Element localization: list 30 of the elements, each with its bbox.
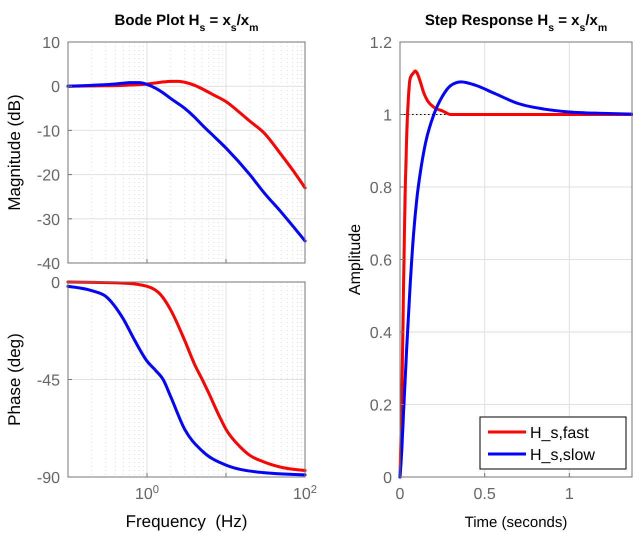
chart-title: Step Response H$_{s}$ = x$_{s}$/x$_{m}$ (424, 12, 608, 34)
y-axis-title: Phase (deg) (5, 333, 24, 426)
y-axis-title: Magnitude (dB) (5, 94, 24, 211)
x-tick-label: 10$^{0}$ (134, 484, 160, 503)
x-axis-title: Time (seconds) (464, 514, 568, 531)
y-tick-label: -10 (36, 123, 60, 140)
x-tick-label: 10$^{2}$ (292, 484, 318, 503)
chart-title: Bode Plot H$_{s}$ = x$_{s}$/x$_{m}$ (114, 12, 258, 34)
y-tick-label: 0.2 (370, 398, 392, 414)
y-tick-label: -40 (36, 256, 60, 273)
y-tick-label: -20 (36, 168, 60, 185)
x-tick-label: 0 (396, 486, 405, 503)
y-tick-label: 1 (383, 108, 392, 124)
y-axis-title: Amplitude (347, 224, 364, 296)
x-tick-label: 1 (564, 486, 574, 503)
y-tick-label: 0.4 (370, 325, 392, 342)
x-tick-label: 0.5 (474, 486, 496, 503)
legend-label: H_s,slow (530, 447, 596, 464)
y-tick-label: 0.8 (370, 180, 392, 197)
y-tick-label: 0 (383, 470, 392, 487)
legend-label: H_s,fast (530, 425, 590, 442)
y-tick-label: 0.6 (370, 252, 392, 270)
x-axis-title: Frequency (Hz) (126, 512, 248, 531)
y-tick-label: -90 (36, 470, 60, 487)
y-tick-label: 0 (51, 79, 60, 96)
y-tick-label: -30 (36, 212, 60, 229)
y-tick-label: 0 (51, 275, 60, 292)
y-tick-label: 10 (42, 35, 60, 52)
y-tick-label: 1.2 (370, 35, 392, 52)
y-tick-label: -45 (36, 372, 60, 390)
